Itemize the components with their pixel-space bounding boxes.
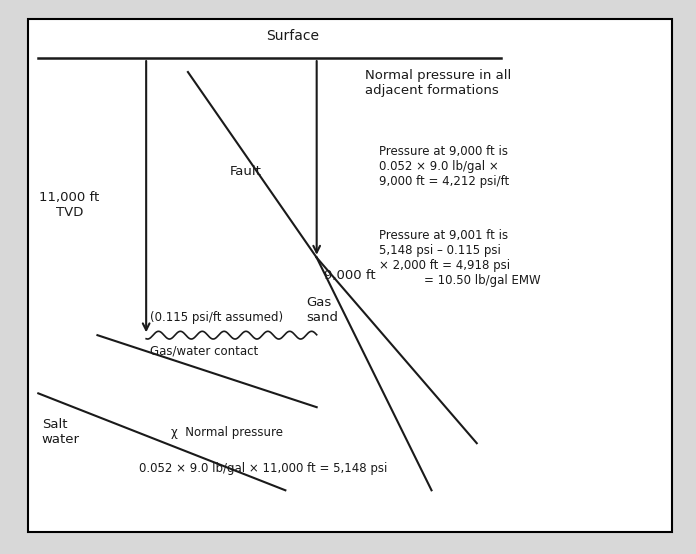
Text: χ  Normal pressure: χ Normal pressure — [171, 425, 283, 439]
Text: 9,000 ft: 9,000 ft — [324, 269, 375, 281]
Text: Gas
sand: Gas sand — [306, 296, 338, 324]
Text: Pressure at 9,000 ft is
0.052 × 9.0 lb/gal ×
9,000 ft = 4,212 psi/ft: Pressure at 9,000 ft is 0.052 × 9.0 lb/g… — [379, 145, 509, 188]
Text: Gas/water contact: Gas/water contact — [150, 345, 258, 357]
Text: 11,000 ft
TVD: 11,000 ft TVD — [40, 191, 100, 219]
Text: (0.115 psi/ft assumed): (0.115 psi/ft assumed) — [150, 311, 283, 324]
Text: Pressure at 9,001 ft is
5,148 psi – 0.115 psi
× 2,000 ft = 4,918 psi
           : Pressure at 9,001 ft is 5,148 psi – 0.11… — [379, 229, 541, 286]
Text: Normal pressure in all
adjacent formations: Normal pressure in all adjacent formatio… — [365, 69, 512, 97]
Text: Salt
water: Salt water — [42, 418, 80, 446]
Text: 0.052 × 9.0 lb/gal × 11,000 ft = 5,148 psi: 0.052 × 9.0 lb/gal × 11,000 ft = 5,148 p… — [139, 461, 388, 475]
Text: Surface: Surface — [266, 29, 319, 43]
Text: Fault: Fault — [230, 165, 262, 178]
FancyBboxPatch shape — [28, 19, 672, 532]
